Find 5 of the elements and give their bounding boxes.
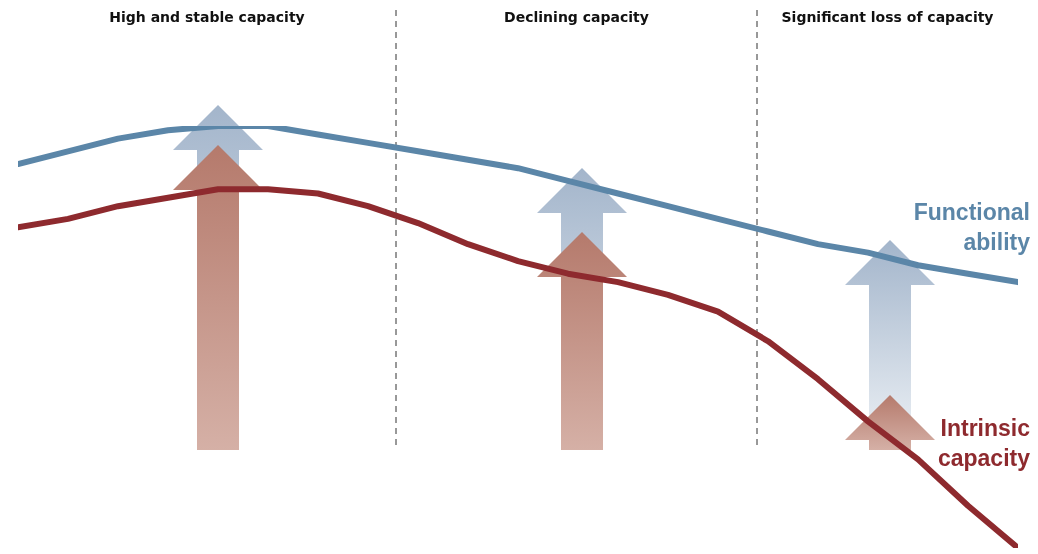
text: Declining capacity <box>504 9 649 25</box>
text: Significant loss of capacity <box>781 9 994 25</box>
series-label: Functional ability <box>913 199 1031 256</box>
legend-label: Intrinsic capacity <box>937 415 1031 472</box>
text: High and stable capacity <box>109 9 305 25</box>
